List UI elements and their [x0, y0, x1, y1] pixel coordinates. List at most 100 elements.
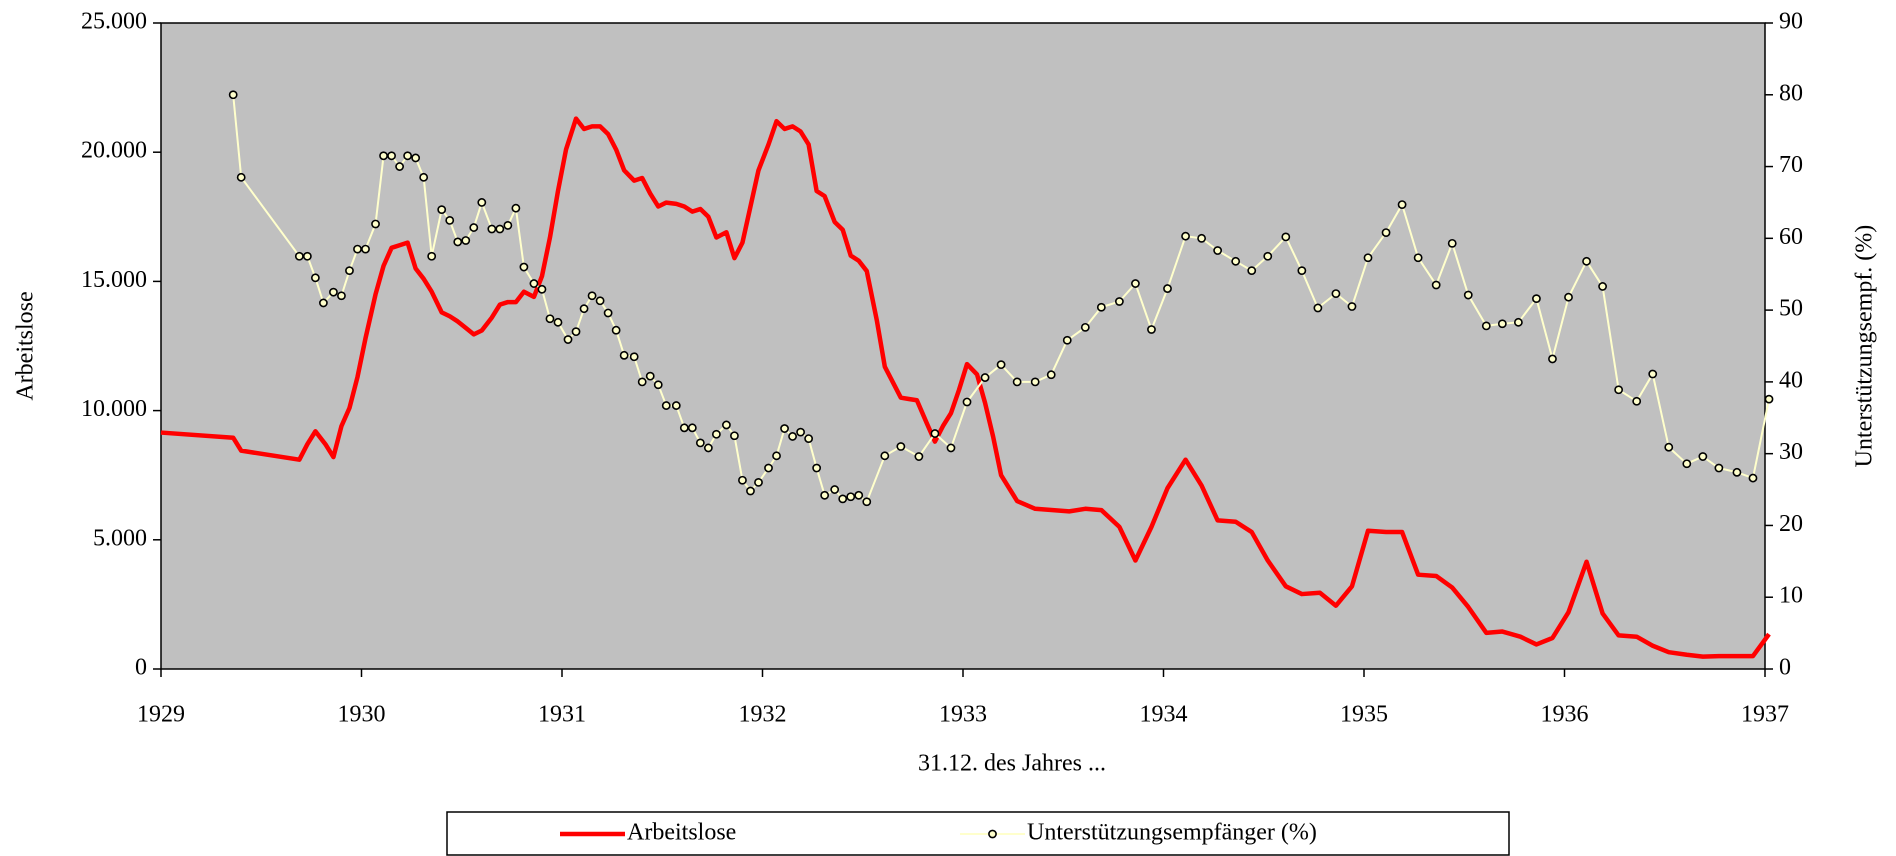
- data-point: [294, 251, 304, 261]
- data-point: [1363, 253, 1373, 263]
- data-point: [730, 431, 739, 441]
- x-tick-label: 1936: [1541, 702, 1589, 728]
- data-point: [780, 424, 789, 433]
- data-point: [830, 485, 840, 494]
- data-point: [838, 494, 848, 504]
- y2-tick-label: 30: [1779, 439, 1803, 465]
- data-point: [703, 443, 713, 453]
- x-axis-label: 31.12. des Jahres ...: [918, 751, 1106, 777]
- data-point: [487, 224, 497, 234]
- data-point: [764, 463, 773, 473]
- data-point: [545, 314, 555, 324]
- data-point: [579, 304, 589, 314]
- y-axis-label: Arbeitslose: [13, 291, 39, 400]
- data-point: [553, 317, 563, 327]
- data-point: [1297, 266, 1307, 276]
- data-point: [302, 251, 312, 261]
- data-point: [629, 352, 639, 362]
- data-point: [746, 486, 755, 496]
- data-point: [461, 236, 471, 245]
- data-point: [962, 397, 972, 407]
- data-point: [914, 452, 924, 461]
- data-point: [1012, 377, 1022, 387]
- data-point: [411, 153, 421, 163]
- data-point: [427, 251, 437, 261]
- legend: Arbeitslose Unterstützungsempfänger (%): [446, 811, 1510, 856]
- y-tick-label: 5.000: [93, 525, 147, 551]
- y2-tick-label: 50: [1779, 296, 1803, 322]
- data-point: [477, 198, 487, 207]
- x-tick-label: 1930: [338, 702, 386, 728]
- x-tick-label: 1929: [137, 702, 185, 728]
- data-point: [503, 221, 513, 230]
- data-point: [345, 266, 354, 276]
- data-point: [1231, 256, 1241, 266]
- y-tick-label: 25.000: [81, 9, 147, 35]
- data-point: [519, 262, 529, 272]
- data-point: [1497, 319, 1507, 329]
- data-point: [1548, 354, 1557, 364]
- data-point: [1463, 290, 1473, 300]
- data-point: [1347, 302, 1357, 311]
- data-point: [1163, 284, 1172, 293]
- data-point: [1664, 442, 1674, 452]
- data-point: [1447, 238, 1457, 248]
- data-point: [996, 360, 1006, 370]
- data-point: [772, 451, 781, 461]
- data-point: [796, 427, 805, 437]
- y2-tick-label: 70: [1779, 152, 1803, 178]
- y2-tick-label: 60: [1779, 224, 1803, 250]
- data-point: [371, 219, 380, 229]
- y-tick-label: 0: [135, 655, 147, 681]
- data-point: [1748, 473, 1758, 483]
- data-point: [1381, 228, 1391, 237]
- data-point: [1131, 279, 1140, 288]
- data-point: [679, 423, 689, 433]
- data-point: [687, 423, 697, 433]
- data-point: [1147, 325, 1156, 334]
- data-point: [563, 335, 573, 344]
- data-point: [1397, 200, 1407, 209]
- data-point: [1614, 385, 1624, 395]
- y2-axis-label: Unterstützungsempf. (%): [1852, 225, 1878, 468]
- data-point: [1582, 256, 1591, 266]
- data-point: [445, 215, 455, 225]
- y-tick-label: 15.000: [81, 267, 147, 293]
- data-point: [722, 420, 731, 430]
- series-line: [160, 116, 1771, 659]
- data-point: [511, 203, 521, 213]
- data-point: [537, 284, 547, 294]
- data-point: [529, 279, 539, 288]
- data-point: [387, 151, 396, 161]
- data-point: [1648, 369, 1658, 379]
- plot-area: [160, 22, 1766, 670]
- legend-label: Arbeitslose: [627, 820, 736, 846]
- y2-tick-label: 0: [1779, 655, 1791, 681]
- x-tick-label: 1935: [1340, 702, 1388, 728]
- data-point: [1331, 289, 1341, 299]
- data-point: [812, 463, 822, 473]
- data-point: [1281, 232, 1291, 242]
- data-point: [337, 291, 346, 301]
- data-point: [319, 298, 328, 308]
- y2-tick-label: 20: [1779, 511, 1803, 537]
- data-point: [595, 296, 605, 306]
- data-point: [437, 205, 447, 215]
- data-point: [846, 492, 856, 502]
- data-point: [637, 377, 647, 387]
- data-point: [980, 373, 990, 382]
- data-point: [611, 325, 621, 335]
- x-tick-label: 1934: [1140, 702, 1188, 728]
- data-point: [1062, 335, 1072, 345]
- data-point: [1764, 394, 1774, 404]
- data-point: [738, 475, 747, 485]
- data-point: [862, 497, 872, 507]
- data-point: [236, 172, 246, 182]
- data-point: [1030, 377, 1040, 387]
- data-point: [1481, 321, 1491, 331]
- data-point: [1513, 317, 1523, 327]
- data-point: [1431, 280, 1441, 290]
- y2-tick-label: 10: [1779, 583, 1803, 609]
- data-point: [228, 90, 238, 100]
